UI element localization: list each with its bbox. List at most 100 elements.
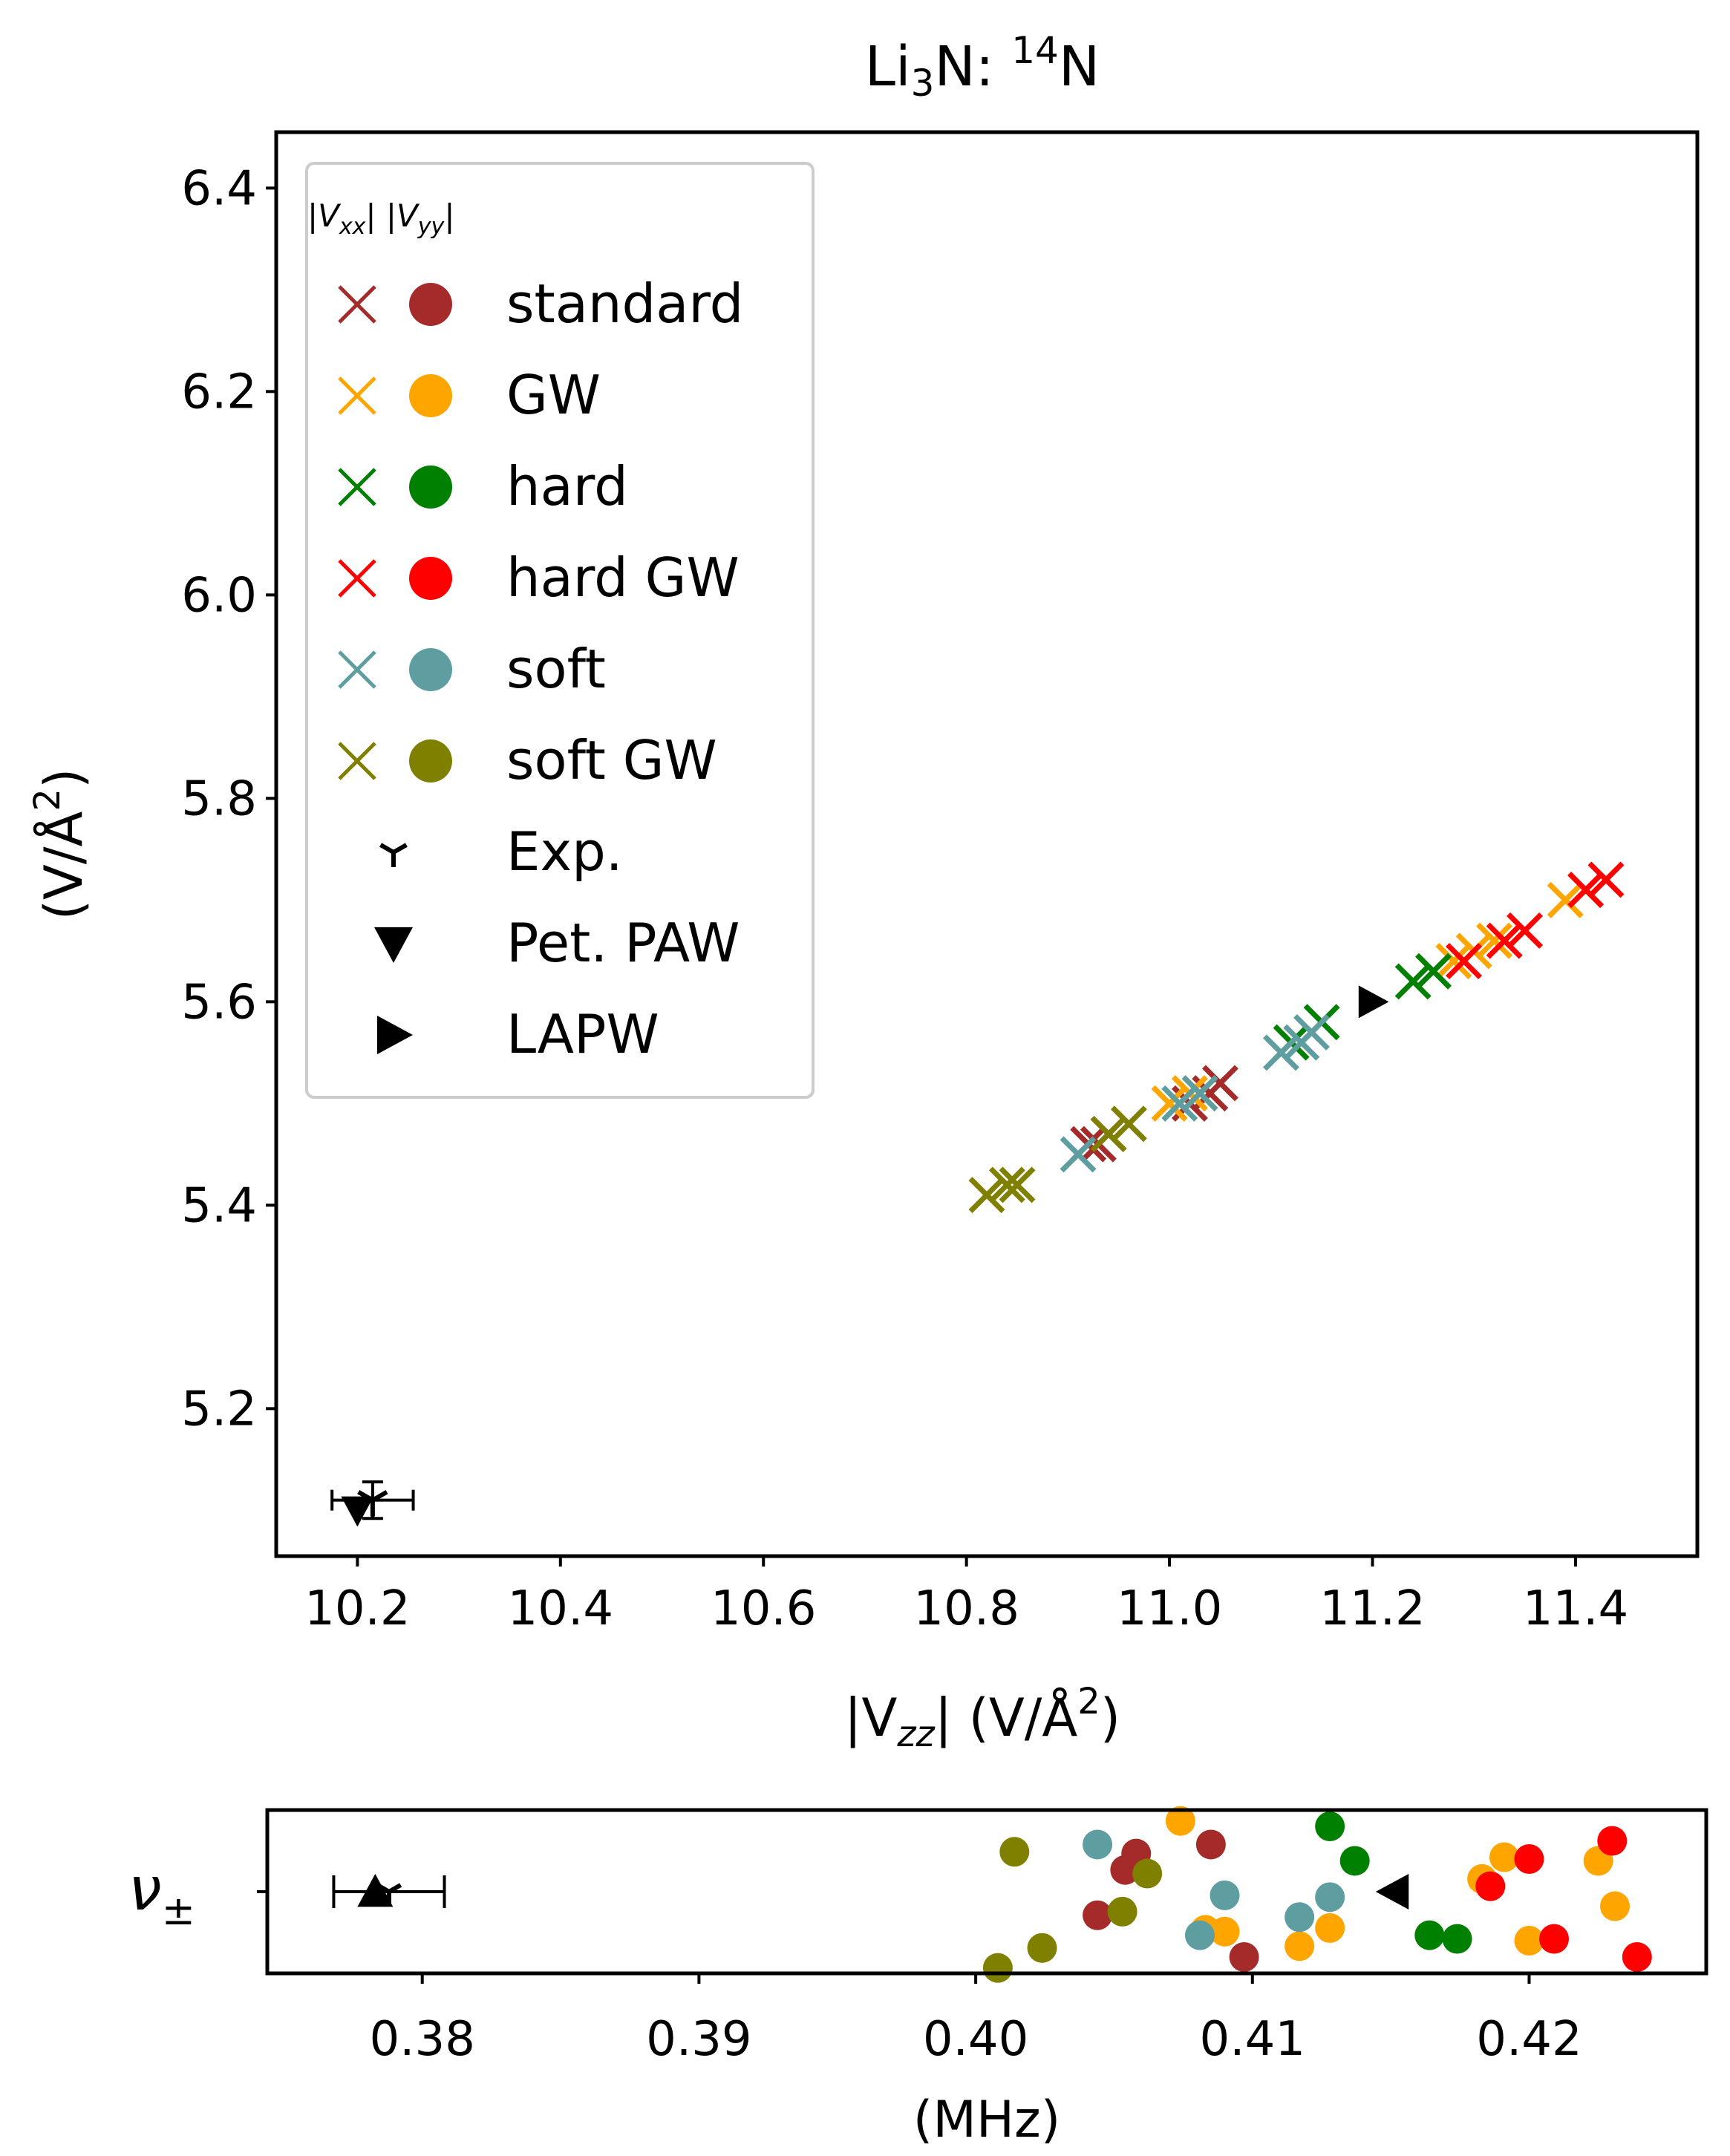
dot-marker-soft [1285, 1902, 1315, 1933]
dot-marker-hard [1315, 1812, 1345, 1841]
dot-marker-soft [1210, 1880, 1240, 1910]
bottom-frequency-panel: 0.38 0.39 0.40 0.41 0.42 ν± (MHz) [128, 1806, 1708, 2149]
x-marker-hard-gw-stroke-b [1486, 922, 1523, 959]
x-marker-hard-gw [1486, 922, 1523, 959]
legend-x-marker [338, 376, 376, 415]
pet-paw-marker [341, 1496, 374, 1527]
lapw-marker [1375, 1874, 1409, 1910]
x-marker-soft-gw-stroke-b [1110, 1105, 1147, 1143]
main-x-tick-label: 10.6 [711, 1581, 817, 1636]
legend-label: Exp. [506, 820, 623, 883]
legend-x-marker [338, 650, 376, 689]
x-marker-soft [1181, 1075, 1218, 1112]
x-marker-soft [1161, 1085, 1198, 1122]
dot-marker-hard [1442, 1924, 1472, 1954]
main-x-tick-label: 10.2 [304, 1581, 411, 1636]
x-marker-hard-gw [1507, 912, 1544, 949]
legend-label: soft GW [506, 729, 717, 791]
dot-marker-hard [1414, 1920, 1445, 1950]
legend-exp-marker [379, 843, 408, 867]
x-marker-soft-stroke-b [1293, 1013, 1330, 1051]
x-marker-soft-gw-stroke-b [968, 1177, 1005, 1214]
legend-x-marker-stroke-b [338, 468, 376, 506]
main-y-tick-label: 5.4 [181, 1178, 257, 1233]
x-marker-hard-gw-stroke-b [1567, 872, 1605, 909]
x-marker-soft-gw-stroke-b [1090, 1115, 1127, 1152]
legend-pet-paw-marker [374, 927, 413, 963]
x-marker-soft-gw-stroke-b [999, 1166, 1036, 1203]
dot-marker-hard-gw [1622, 1942, 1652, 1972]
main-y-tick-label: 6.4 [181, 161, 257, 216]
legend-exp-marker-arm-b [379, 843, 395, 855]
x-marker-hard [1394, 963, 1432, 1000]
x-marker-gw-stroke-b [1435, 943, 1472, 980]
pet-paw-marker [357, 1874, 394, 1907]
legend-entry-gw: GW [338, 364, 601, 426]
x-marker-soft-gw [968, 1177, 1005, 1214]
legend-dot-marker [409, 739, 452, 783]
exp-marker-arm-c [388, 1883, 402, 1894]
main-y-tick-label: 5.8 [181, 771, 257, 826]
dot-marker-soft-gw [1027, 1933, 1057, 1963]
dot-marker-hard-gw [1514, 1844, 1544, 1874]
x-marker-gw-stroke-b [1476, 922, 1513, 959]
legend-x-marker-stroke-b [338, 285, 376, 324]
x-marker-soft-gw [1090, 1115, 1127, 1152]
legend-lapw-marker [376, 1016, 413, 1054]
main-y-tick-label: 5.6 [181, 975, 257, 1030]
x-marker-soft-gw-stroke-b [988, 1166, 1025, 1203]
x-marker-hard-gw [1567, 872, 1605, 909]
dot-marker-soft-gw [1132, 1858, 1163, 1889]
bottom-y-axis-label: ν± [128, 1855, 195, 1934]
legend-label: hard [506, 455, 628, 517]
exp-marker-arm-c [371, 1490, 388, 1503]
legend-dot-marker [409, 648, 452, 691]
dot-marker-hard [1339, 1846, 1370, 1876]
legend-dot-marker [409, 557, 452, 600]
main-y-tick-label: 5.2 [181, 1382, 257, 1437]
x-marker-hard-gw [1446, 943, 1483, 980]
legend-entry-lapw: LAPW [376, 1003, 659, 1065]
dot-marker-gw [1165, 1806, 1195, 1836]
x-marker-gw-stroke-b [1151, 1085, 1188, 1122]
x-marker-standard-stroke-b [1201, 1065, 1238, 1102]
legend-x-marker-stroke-b [338, 650, 376, 689]
main-y-tick-label: 6.0 [181, 568, 257, 623]
x-marker-hard-stroke-b [1415, 953, 1452, 990]
x-marker-soft-stroke-b [1262, 1034, 1299, 1071]
legend-entry-soft: soft [338, 638, 606, 700]
x-marker-soft [1262, 1034, 1299, 1071]
legend-label: GW [506, 364, 601, 426]
x-marker-hard-gw-stroke-b [1446, 943, 1483, 980]
bottom-x-tick-label: 0.39 [646, 2012, 752, 2067]
legend-dot-marker [409, 466, 452, 509]
legend-label: Pet. PAW [506, 912, 740, 974]
legend-x-marker-stroke-b [338, 559, 376, 598]
x-marker-gw [1151, 1085, 1188, 1122]
x-marker-soft-stroke-b [1161, 1085, 1198, 1122]
dot-marker-hard-gw [1597, 1826, 1628, 1856]
main-y-tick-label: 6.2 [181, 365, 257, 419]
x-marker-soft-gw [988, 1166, 1025, 1203]
legend-entry-pet-paw: Pet. PAW [374, 912, 740, 974]
dot-marker-soft-gw [1107, 1896, 1137, 1927]
x-marker-hard-gw [1587, 861, 1625, 898]
x-marker-soft [1293, 1013, 1330, 1051]
legend-dot-marker [409, 283, 452, 326]
dot-marker-gw [1285, 1931, 1315, 1961]
x-marker-gw-stroke-b [1547, 881, 1584, 918]
bottom-x-tick-label: 0.38 [369, 2012, 475, 2067]
legend-label: standard [506, 272, 743, 335]
x-marker-soft [1060, 1136, 1097, 1173]
dot-marker-gw [1514, 1926, 1544, 1956]
main-y-axis-label: (V/Å2) [27, 768, 94, 921]
legend-exp-marker-arm-c [392, 843, 408, 855]
dot-marker-gw [1315, 1912, 1345, 1943]
dot-marker-hard-gw [1539, 1924, 1570, 1954]
legend-entry-exp: Exp. [379, 820, 623, 883]
bottom-x-tick-label: 0.41 [1200, 2012, 1306, 2067]
legend-x-marker-stroke-b [338, 376, 376, 415]
x-marker-soft-gw [999, 1166, 1036, 1203]
main-x-tick-label: 10.4 [508, 1581, 614, 1636]
